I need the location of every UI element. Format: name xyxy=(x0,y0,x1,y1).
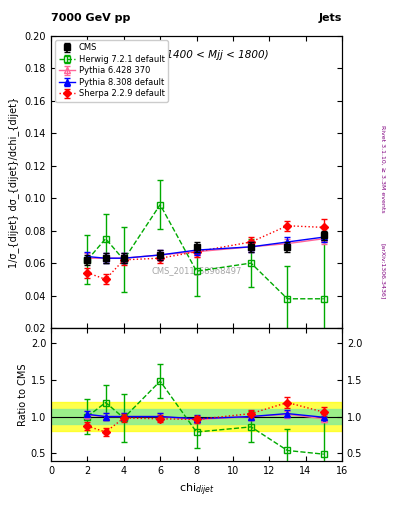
X-axis label: chi$_{dijet}$: chi$_{dijet}$ xyxy=(179,481,214,498)
Text: [arXiv:1306.3436]: [arXiv:1306.3436] xyxy=(381,243,386,300)
Bar xyxy=(51,409,342,424)
Text: χ (jets) (1400 < Mjj < 1800): χ (jets) (1400 < Mjj < 1800) xyxy=(124,51,269,60)
Bar xyxy=(51,402,342,431)
Text: Rivet 3.1.10, ≥ 3.3M events: Rivet 3.1.10, ≥ 3.3M events xyxy=(381,125,386,213)
Text: CMS_2011_S8968497: CMS_2011_S8968497 xyxy=(151,266,242,275)
Y-axis label: Ratio to CMS: Ratio to CMS xyxy=(18,363,28,425)
Text: Jets: Jets xyxy=(319,13,342,23)
Y-axis label: 1/σ_{dijet} dσ_{dijet}/dchi_{dijet}: 1/σ_{dijet} dσ_{dijet}/dchi_{dijet} xyxy=(8,96,19,268)
Legend: CMS, Herwig 7.2.1 default, Pythia 6.428 370, Pythia 8.308 default, Sherpa 2.2.9 : CMS, Herwig 7.2.1 default, Pythia 6.428 … xyxy=(55,40,168,102)
Text: 7000 GeV pp: 7000 GeV pp xyxy=(51,13,130,23)
